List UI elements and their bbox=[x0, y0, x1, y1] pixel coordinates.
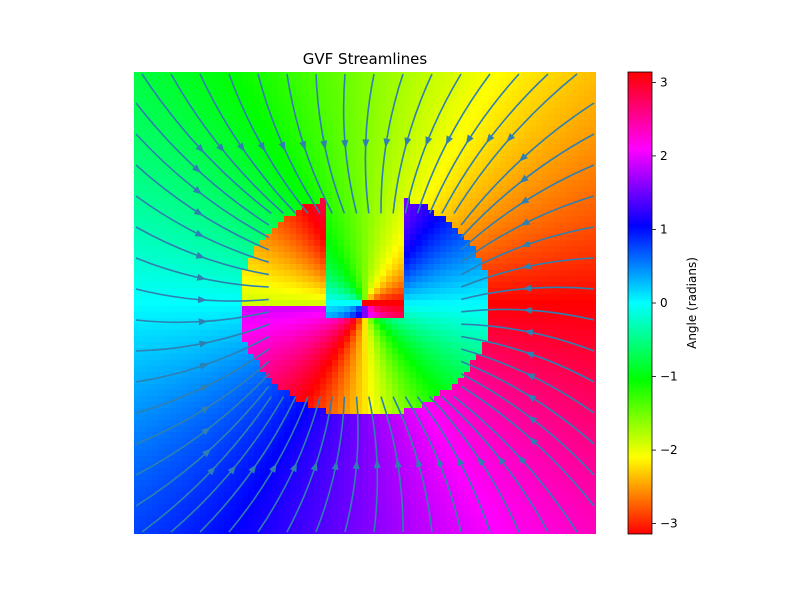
streamline-arrow bbox=[404, 137, 412, 147]
streamline-arrow bbox=[196, 273, 207, 281]
colorbar-tick-label: 0 bbox=[660, 296, 668, 310]
streamline-arrow bbox=[465, 134, 474, 145]
streamline-arrow bbox=[197, 296, 208, 304]
streamline-arrow bbox=[341, 139, 349, 150]
streamline-arrow bbox=[299, 140, 306, 151]
colorbar-gradient bbox=[627, 71, 653, 535]
colorbar: 3 2 1 0 −1 −2 −3 Angle (radians) bbox=[627, 71, 699, 535]
colorbar-tick-label: −2 bbox=[660, 443, 678, 457]
streamline-arrow bbox=[194, 229, 205, 238]
streamline-arrow bbox=[445, 135, 453, 146]
streamline-arrow bbox=[201, 427, 211, 436]
streamline-arrow bbox=[523, 306, 533, 314]
chart-title: GVF Streamlines bbox=[303, 50, 428, 68]
streamline-arrow bbox=[198, 340, 209, 348]
streamline-arrow bbox=[199, 362, 210, 370]
streamline-arrow bbox=[457, 456, 465, 467]
colorbar-tick-label: −3 bbox=[660, 517, 678, 531]
streamline-arrow bbox=[416, 457, 423, 468]
streamline-arrow bbox=[362, 139, 370, 149]
colorbar-tick-label: 1 bbox=[660, 223, 668, 237]
colorbar-tick-label: −1 bbox=[660, 370, 678, 384]
streamline-arrow bbox=[195, 251, 206, 259]
streamline-arrow bbox=[497, 455, 506, 466]
streamline-arrow bbox=[522, 284, 532, 292]
streamline-arrow bbox=[198, 318, 208, 326]
streamline-arrow bbox=[200, 384, 210, 392]
colorbar-tick-label: 3 bbox=[660, 75, 668, 89]
streamline-arrow bbox=[436, 457, 444, 467]
streamline-arrow bbox=[192, 164, 202, 174]
angle-heatmap bbox=[134, 72, 596, 534]
streamline-arrow bbox=[352, 459, 360, 470]
streamline-arrow bbox=[269, 463, 277, 473]
streamline-arrow bbox=[320, 140, 328, 150]
streamline-arrow bbox=[520, 218, 531, 226]
streamline-arrow bbox=[373, 459, 381, 469]
streamline-arrow bbox=[521, 262, 532, 270]
colorbar-label: Angle (radians) bbox=[685, 257, 699, 349]
streamline-arrow bbox=[425, 136, 433, 146]
streamline-arrow bbox=[216, 143, 225, 153]
streamline-arrow bbox=[192, 186, 203, 195]
streamline-arrow bbox=[257, 141, 266, 152]
streamline-arrow bbox=[310, 461, 318, 472]
streamline-arrow bbox=[394, 458, 402, 468]
streamline-arrow bbox=[200, 405, 211, 414]
streamline-arrow bbox=[525, 373, 536, 381]
streamline-arrow bbox=[477, 456, 486, 466]
colorbar-ticks: 3 2 1 0 −1 −2 −3 bbox=[652, 75, 678, 531]
streamline-arrow bbox=[528, 437, 539, 446]
streamline-arrow bbox=[331, 460, 339, 471]
streamline-arrow bbox=[383, 138, 391, 148]
streamline-arrow bbox=[519, 174, 529, 184]
streamline-arrow bbox=[526, 394, 537, 403]
streamline-arrow bbox=[207, 466, 216, 476]
streamline-arrow bbox=[524, 351, 535, 359]
streamline-arrow bbox=[486, 133, 495, 144]
colorbar-tick-label: 2 bbox=[660, 149, 668, 163]
streamline-arrow bbox=[278, 141, 286, 151]
streamline-arrow bbox=[193, 207, 204, 216]
streamline-arrow bbox=[517, 455, 527, 465]
streamline-arrow bbox=[195, 143, 205, 153]
streamline-arrow bbox=[519, 196, 530, 205]
streamline-arrow bbox=[527, 415, 538, 424]
streamline-arrow bbox=[236, 142, 245, 152]
streamline-arrow bbox=[506, 133, 516, 143]
streamline-arrow bbox=[227, 465, 237, 475]
streamline-arrow bbox=[202, 448, 212, 458]
streamline-arrow bbox=[248, 464, 257, 474]
streamline-arrow bbox=[289, 462, 297, 473]
streamline-arrow bbox=[520, 240, 531, 248]
streamlines bbox=[135, 73, 595, 533]
streamline-arrow bbox=[518, 153, 528, 162]
streamline-arrow bbox=[523, 329, 534, 337]
